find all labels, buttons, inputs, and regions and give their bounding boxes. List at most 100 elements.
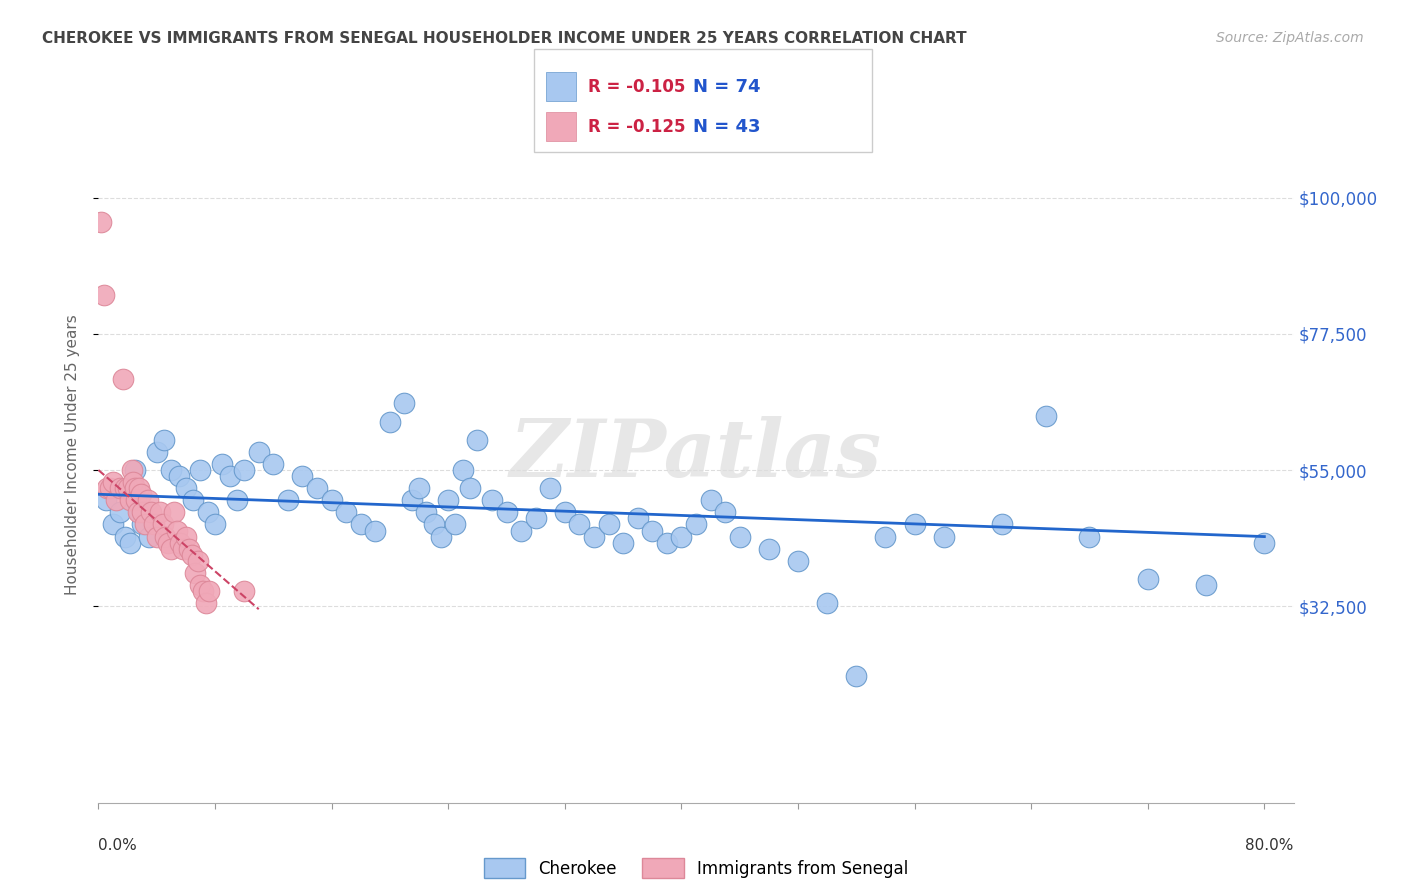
Point [172, 541, 194, 556]
Point [193, 584, 215, 599]
Point [378, 415, 401, 429]
Point [120, 493, 142, 508]
Point [125, 493, 148, 508]
Point [169, 535, 191, 549]
Point [174, 481, 197, 495]
Point [145, 445, 167, 459]
Point [110, 481, 132, 495]
Point [198, 584, 221, 599]
Point [714, 505, 737, 519]
Point [225, 493, 247, 508]
Point [305, 481, 328, 495]
Point [401, 493, 423, 508]
Point [96, 481, 118, 495]
Point [699, 493, 721, 508]
Point [495, 505, 517, 519]
Point [138, 530, 160, 544]
Text: R = -0.105: R = -0.105 [588, 78, 685, 95]
Point [160, 463, 183, 477]
Point [190, 463, 212, 477]
Point [481, 493, 503, 508]
Point [174, 530, 197, 544]
Point [114, 481, 136, 495]
Text: N = 43: N = 43 [693, 118, 761, 136]
Point [94, 493, 117, 508]
Point [166, 524, 188, 538]
Point [612, 535, 634, 549]
Point [903, 517, 925, 532]
Point [510, 524, 533, 538]
Point [121, 463, 143, 477]
Point [131, 505, 153, 519]
Text: CHEROKEE VS IMMIGRANTS FROM SENEGAL HOUSEHOLDER INCOME UNDER 25 YEARS CORRELATIO: CHEROKEE VS IMMIGRANTS FROM SENEGAL HOUS… [42, 31, 967, 46]
Point [641, 524, 664, 538]
Point [122, 475, 145, 490]
Point [167, 469, 190, 483]
Point [627, 511, 650, 525]
Point [163, 505, 186, 519]
Point [458, 481, 481, 495]
Point [671, 530, 693, 544]
Point [190, 578, 212, 592]
Text: ZIPatlas: ZIPatlas [510, 417, 882, 493]
Point [538, 481, 561, 495]
Point [758, 541, 780, 556]
Point [1136, 572, 1159, 586]
Point [845, 669, 868, 683]
Point [131, 517, 153, 532]
Point [598, 517, 620, 532]
Text: N = 74: N = 74 [693, 78, 761, 95]
Point [991, 517, 1014, 532]
Point [451, 463, 474, 477]
Point [655, 535, 678, 549]
Point [128, 481, 150, 495]
Point [262, 457, 284, 471]
Legend: Cherokee, Immigrants from Senegal: Cherokee, Immigrants from Senegal [477, 851, 915, 885]
Point [364, 524, 387, 538]
Point [218, 469, 240, 483]
Point [136, 493, 159, 508]
Point [90, 215, 112, 229]
Point [430, 530, 453, 544]
Point [437, 493, 460, 508]
Point [394, 396, 416, 410]
Text: 80.0%: 80.0% [1246, 838, 1294, 854]
Point [124, 463, 146, 477]
Point [117, 481, 139, 495]
Point [186, 554, 208, 568]
Point [120, 535, 142, 549]
Point [110, 505, 132, 519]
Point [104, 493, 127, 508]
Point [233, 584, 256, 599]
Point [149, 505, 172, 519]
Point [211, 457, 233, 471]
Text: Source: ZipAtlas.com: Source: ZipAtlas.com [1216, 31, 1364, 45]
Point [204, 517, 226, 532]
Point [875, 530, 897, 544]
Point [582, 530, 605, 544]
Point [153, 433, 176, 447]
Point [177, 541, 200, 556]
Point [815, 596, 838, 610]
Point [134, 517, 156, 532]
Point [155, 530, 177, 544]
Point [180, 548, 202, 562]
Point [291, 469, 314, 483]
Point [93, 287, 115, 301]
Point [157, 535, 180, 549]
Point [1253, 535, 1275, 549]
Point [112, 372, 135, 386]
Point [1078, 530, 1101, 544]
Point [101, 517, 124, 532]
Point [1035, 409, 1057, 423]
Point [321, 493, 343, 508]
Point [124, 481, 146, 495]
Point [524, 511, 547, 525]
Point [183, 566, 205, 580]
Text: R = -0.125: R = -0.125 [588, 118, 685, 136]
Point [233, 463, 256, 477]
Point [444, 517, 467, 532]
Point [277, 493, 299, 508]
Point [160, 541, 183, 556]
Point [127, 505, 149, 519]
